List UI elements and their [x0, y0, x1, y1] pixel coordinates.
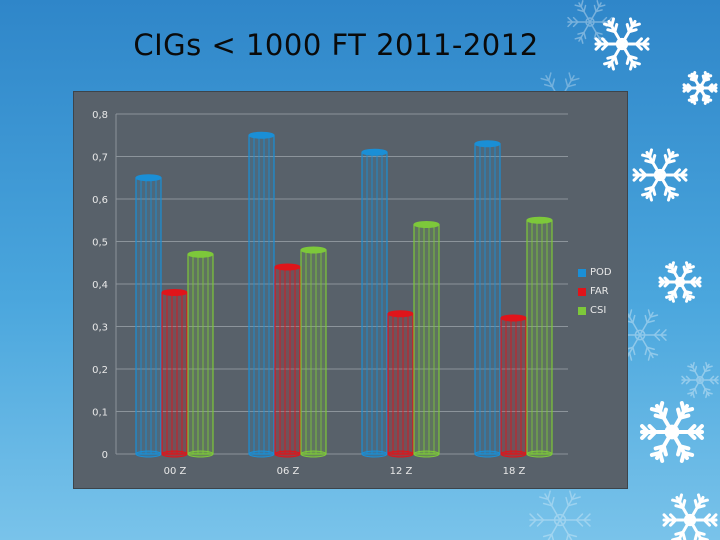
- bar-cap: [161, 289, 188, 296]
- bar-cap: [300, 246, 327, 254]
- y-tick-label: 0,7: [92, 153, 108, 164]
- bar-base: [161, 450, 188, 458]
- bar-base: [474, 450, 501, 458]
- bar-csi-18z: [526, 219, 553, 455]
- legend-label-csi: CSI: [590, 305, 607, 316]
- bar-far-12z: [387, 313, 414, 455]
- y-tick-label: 0,6: [92, 195, 108, 206]
- bar-base: [413, 450, 440, 458]
- chart-panel: 0 0,1 0,2 0,3 0,4 0,5 0,6 0,7 0,8 00 Z 06 Z 12 Z 18 …: [73, 91, 628, 489]
- bar-csi-06z: [300, 249, 327, 455]
- bar-cap: [248, 131, 275, 139]
- x-tick-label: 18 Z: [503, 466, 526, 477]
- bar-cap: [500, 314, 527, 322]
- bar-base: [300, 450, 327, 458]
- x-tick-label: 12 Z: [390, 466, 413, 477]
- legend-item-far: FAR: [578, 282, 612, 301]
- y-tick-label: 0,2: [92, 365, 108, 376]
- y-tick-label: 0,3: [92, 323, 108, 334]
- x-tick-label: 00 Z: [164, 466, 187, 477]
- bar-pod-06z: [248, 134, 275, 455]
- bar-csi-00z: [187, 253, 214, 455]
- legend-item-csi: CSI: [578, 301, 612, 320]
- bar-cap: [361, 148, 388, 156]
- slide-title: CIGs < 1000 FT 2011-2012: [133, 28, 539, 62]
- bar-cap: [387, 310, 414, 318]
- legend-item-pod: POD: [578, 263, 612, 282]
- bar-cap: [474, 140, 501, 148]
- y-tick-label: 0,4: [92, 280, 108, 291]
- bar-cap: [187, 250, 214, 258]
- y-tick-label: 0,1: [92, 408, 108, 419]
- bar-base: [248, 450, 275, 458]
- bar-base: [500, 450, 527, 458]
- legend-label-far: FAR: [590, 286, 609, 297]
- bar-base: [187, 450, 214, 458]
- bar-pod-18z: [474, 143, 501, 455]
- legend-swatch-csi: [578, 306, 586, 315]
- y-tick-label: 0: [102, 450, 108, 461]
- legend-swatch-pod: [578, 268, 586, 277]
- legend-swatch-far: [578, 287, 586, 296]
- bar-cap: [413, 221, 440, 228]
- chart-legend: POD FAR CSI: [578, 263, 612, 320]
- bar-cap: [274, 263, 301, 271]
- bar-base: [387, 450, 414, 458]
- bar-pod-00z: [135, 177, 162, 455]
- bar-base: [135, 450, 162, 458]
- bar-base: [274, 450, 301, 458]
- bar-far-00z: [161, 291, 188, 455]
- bar-far-06z: [274, 266, 301, 455]
- bar-csi-12z: [413, 223, 440, 455]
- y-tick-label: 0,5: [92, 238, 108, 249]
- bar-base: [526, 450, 553, 458]
- y-tick-label: 0,8: [92, 110, 108, 121]
- bar-base: [361, 450, 388, 458]
- bar-pod-12z: [361, 151, 388, 455]
- x-tick-label: 06 Z: [277, 466, 300, 477]
- bar-cap: [526, 216, 553, 224]
- legend-label-pod: POD: [590, 267, 612, 278]
- chart-canvas: 0 0,1 0,2 0,3 0,4 0,5 0,6 0,7 0,8 00 Z 06 Z 12 Z 18 …: [92, 110, 568, 477]
- bar-far-18z: [500, 317, 527, 455]
- bar-cap: [135, 174, 162, 182]
